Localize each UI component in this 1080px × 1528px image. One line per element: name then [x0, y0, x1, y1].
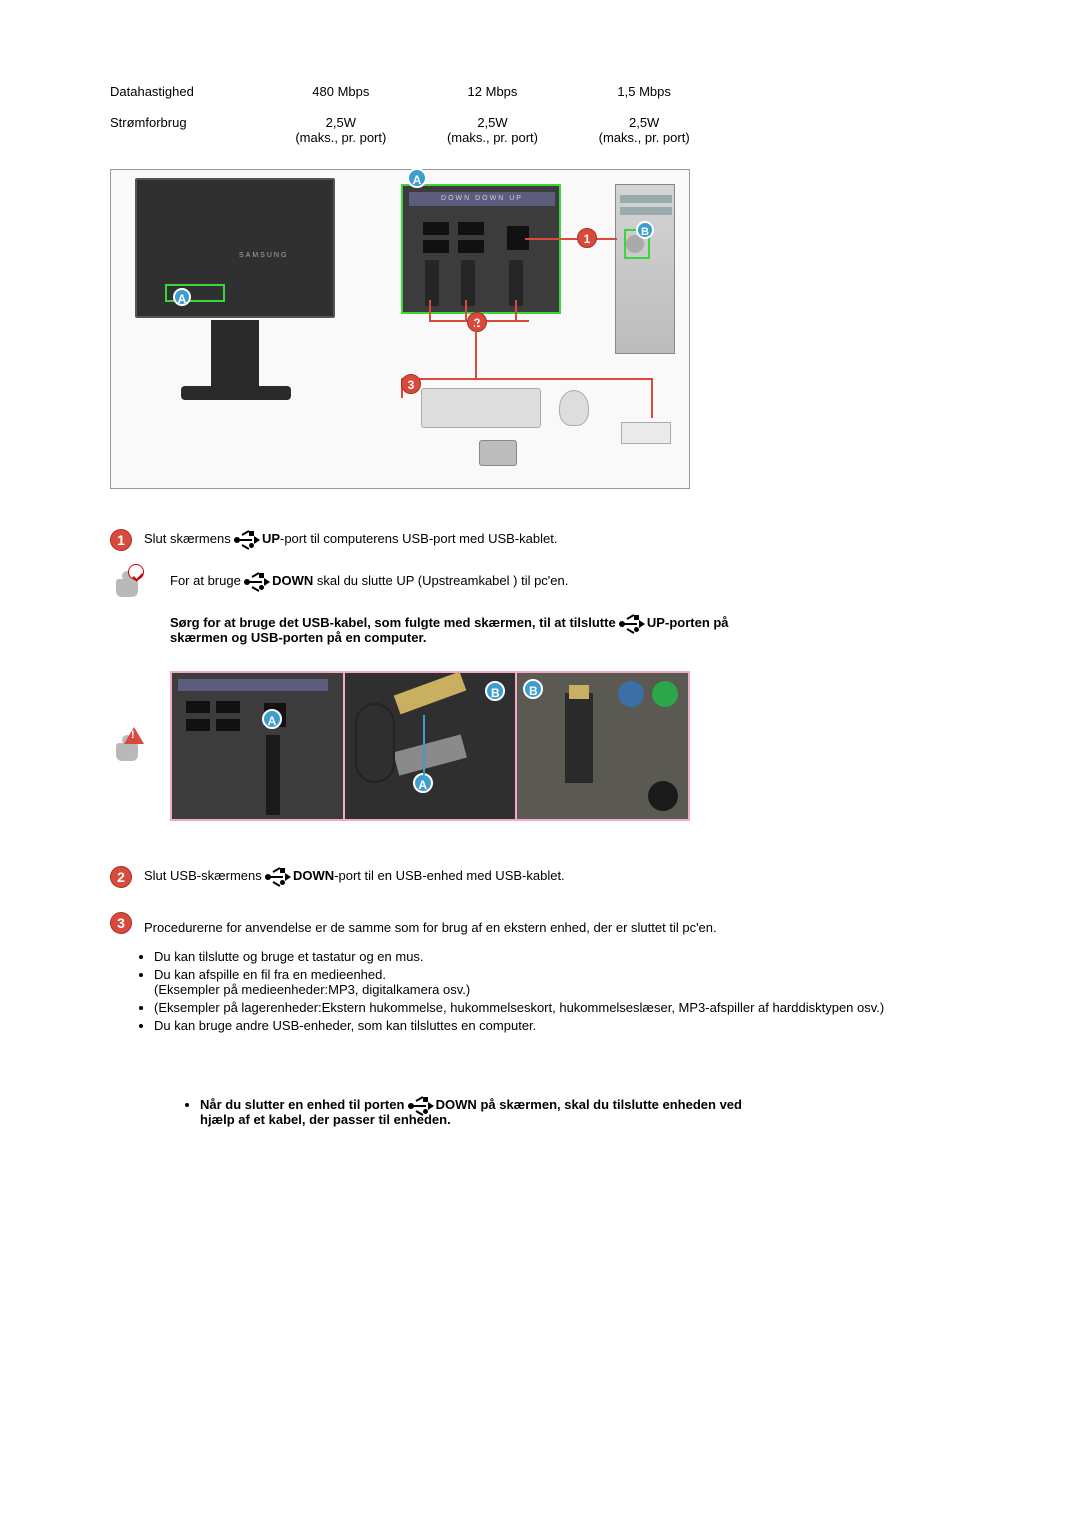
- spec-cell: 480 Mbps: [265, 80, 417, 103]
- monitor-base-icon: [181, 386, 291, 400]
- list-item: Du kan bruge andre USB-enheder, som kan …: [154, 1018, 970, 1033]
- step-1-text: Slut skærmens UP-port til computerens US…: [144, 529, 557, 546]
- spec-cell: 1,5 Mbps: [568, 80, 720, 103]
- usb-port-icon: [423, 222, 449, 235]
- photo-badge-b: B: [485, 681, 505, 701]
- diagram-num-1: 1: [577, 228, 597, 248]
- photo-panel-3: B: [517, 673, 688, 819]
- list-item: (Eksempler på lagerenheder:Ekstern hukom…: [154, 1000, 970, 1015]
- photo-badge-a: A: [262, 709, 282, 729]
- step-1: 1 Slut skærmens UP-port til computerens …: [110, 529, 970, 551]
- spec-cell: 2,5W (maks., pr. port): [568, 111, 720, 149]
- usb-port-icon: [458, 240, 484, 253]
- connection-line: [465, 300, 467, 320]
- photo-badge-b: B: [523, 679, 543, 699]
- usage-bullets: Du kan tilslutte og bruge et tastatur og…: [154, 949, 970, 1033]
- connection-line: [401, 378, 651, 380]
- step-2: 2 Slut USB-skærmens DOWN-port til en USB…: [110, 866, 970, 888]
- dongle-icon: [621, 422, 671, 444]
- usb-symbol-icon: [408, 1100, 432, 1112]
- spec-label-datahastighed: Datahastighed: [110, 80, 265, 103]
- usb-symbol-icon: [244, 576, 268, 588]
- photo-panel-1: A: [172, 673, 343, 819]
- monitor-brand-label: SAMSUNG: [239, 252, 288, 259]
- connection-line: [525, 238, 617, 240]
- step-number-badge: 1: [110, 529, 132, 551]
- connection-line: [429, 300, 431, 320]
- monitor-stand-icon: [211, 320, 259, 390]
- step-3-text: Procedurerne for anvendelse er de samme …: [144, 918, 717, 935]
- spec-cell: 2,5W (maks., pr. port): [265, 111, 417, 149]
- note-person-check-icon: [110, 565, 144, 599]
- table-row: Strømforbrug 2,5W (maks., pr. port) 2,5W…: [110, 111, 720, 149]
- list-item: Du kan tilslutte og bruge et tastatur og…: [154, 949, 970, 964]
- step-2-text: Slut USB-skærmens DOWN-port til en USB-e…: [144, 866, 565, 883]
- diagram-num-3: 3: [401, 374, 421, 394]
- pc-tower-icon: B: [615, 184, 675, 354]
- badge-a-top-icon: A: [407, 168, 427, 188]
- keyboard-icon: [421, 388, 541, 428]
- list-item: Du kan afspille en fil fra en medieenhed…: [154, 967, 970, 997]
- note-1: For at bruge DOWN skal du slutte UP (Ups…: [110, 565, 970, 599]
- step-3: 3 Procedurerne for anvendelse er de samm…: [110, 912, 970, 945]
- final-note-item: Når du slutter en enhed til porten DOWN …: [200, 1097, 742, 1127]
- usb-plug-icon: [425, 260, 439, 306]
- usb-port-icon: [458, 222, 484, 235]
- connection-line: [651, 378, 653, 418]
- usb-port-icon: [423, 240, 449, 253]
- usb-cable-warning: Sørg for at bruge det USB-kabel, som ful…: [170, 615, 750, 645]
- usb-cable-photo-strip: A B A B: [170, 671, 690, 821]
- port-labels: DOWN DOWN UP: [409, 192, 555, 206]
- usb-symbol-icon: [234, 534, 258, 546]
- note-1-text: For at bruge DOWN skal du slutte UP (Ups…: [170, 565, 568, 588]
- spec-label-stromforbrug: Strømforbrug: [110, 111, 265, 149]
- photo-row: A B A B: [110, 661, 970, 831]
- usb-plug-icon: [461, 260, 475, 306]
- connection-line: [515, 300, 517, 320]
- badge-a-icon: A: [173, 288, 191, 306]
- camera-icon: [479, 440, 517, 466]
- step-number-badge: 3: [110, 912, 132, 934]
- connection-line: [475, 322, 477, 378]
- final-note: Når du slutter en enhed til porten DOWN …: [182, 1097, 742, 1127]
- usb-symbol-icon: [265, 871, 289, 883]
- mouse-icon: [559, 390, 589, 426]
- table-row: Datahastighed 480 Mbps 12 Mbps 1,5 Mbps: [110, 80, 720, 103]
- photo-panel-2: B A: [345, 673, 516, 819]
- spec-table: Datahastighed 480 Mbps 12 Mbps 1,5 Mbps …: [110, 80, 720, 149]
- alert-person-icon: [110, 729, 144, 763]
- spec-cell: 12 Mbps: [417, 80, 569, 103]
- diagram-num-2: 2: [467, 312, 487, 332]
- step-number-badge: 2: [110, 866, 132, 888]
- ports-panel-icon: DOWN DOWN UP: [401, 184, 561, 314]
- badge-b-icon: B: [636, 221, 654, 239]
- usb-symbol-icon: [619, 618, 643, 630]
- connection-diagram: A DOWN DOWN UP A B 1 2 3 SAMSUNG: [110, 169, 690, 489]
- spec-cell: 2,5W (maks., pr. port): [417, 111, 569, 149]
- photo-badge-a: A: [413, 773, 433, 793]
